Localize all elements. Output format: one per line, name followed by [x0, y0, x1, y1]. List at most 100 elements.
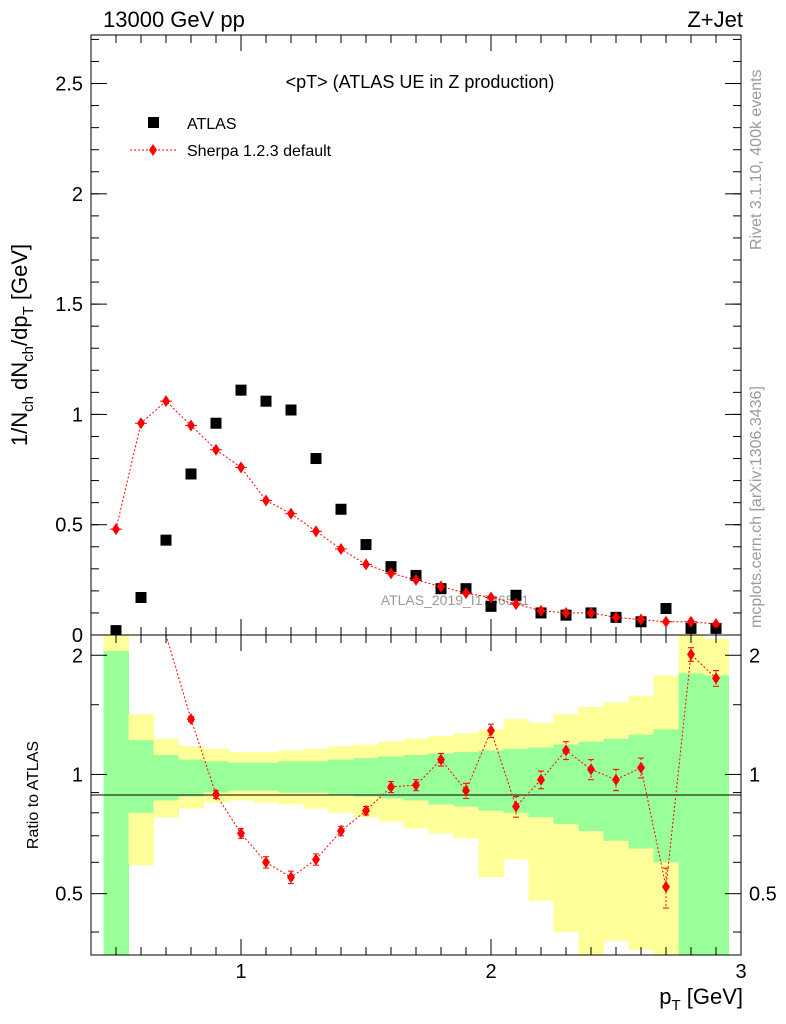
sherpa-point — [637, 613, 645, 626]
ratio-point — [187, 713, 195, 726]
sherpa-point — [712, 617, 720, 630]
sherpa-point — [237, 461, 245, 474]
band-inner — [553, 744, 579, 824]
band-inner — [203, 761, 229, 793]
atlas-point — [385, 561, 397, 573]
ratio-point — [387, 780, 395, 793]
main-panel: <pT> (ATLAS UE in Z production) ATLAS_20… — [7, 34, 742, 647]
ratio-point — [462, 784, 470, 797]
band-inner — [403, 754, 429, 801]
ratio-panel: 0.5 0.5 1 1 2 2 1 2 3 Ratio to ATLAS pT [GeV] — [25, 634, 777, 1014]
legend-marker-sherpa — [149, 144, 157, 156]
band-inner — [653, 729, 679, 863]
atlas-point — [260, 395, 272, 407]
ratio-point — [562, 744, 570, 757]
band-inner — [228, 762, 254, 791]
ratio-point — [287, 871, 295, 884]
band-inner — [128, 740, 154, 813]
atlas-point — [135, 592, 147, 603]
band-inner — [478, 750, 504, 811]
ratio-point — [337, 824, 345, 837]
main-ytick-label: 2.5 — [55, 74, 83, 96]
sherpa-point — [687, 615, 695, 628]
ratio-frame — [90, 634, 742, 956]
band-inner — [328, 759, 354, 795]
band-inner — [103, 651, 129, 955]
main-ytick-label: 1.5 — [55, 294, 83, 316]
sherpa-point — [537, 604, 545, 617]
sherpa-point — [587, 606, 595, 619]
process-label: Z+Jet — [687, 7, 743, 32]
sherpa-point — [212, 443, 220, 456]
sherpa-point — [612, 611, 620, 624]
sherpa-point — [437, 580, 445, 593]
sherpa-point — [187, 419, 195, 432]
atlas-point — [660, 603, 672, 615]
ratio-y-axis-label: Ratio to ATLAS — [25, 741, 42, 849]
ratio-point — [637, 761, 645, 774]
ratio-point — [512, 800, 520, 813]
ratio-point — [537, 773, 545, 786]
sherpa-point — [337, 542, 345, 555]
ratio-ytick-label: 2 — [72, 645, 83, 667]
ratio-ytick-label-right: 1 — [749, 764, 760, 786]
band-inner — [703, 675, 729, 955]
sherpa-point — [562, 606, 570, 619]
x-tick-label: 3 — [735, 961, 746, 983]
ratio-point — [362, 804, 370, 817]
main-y-axis-label: 1/Nch dNch/dpT [GeV] — [7, 244, 37, 446]
x-tick-label: 2 — [485, 961, 496, 983]
watermark: ATLAS_2019_I1736531 — [381, 592, 530, 608]
band-inner — [278, 761, 304, 793]
ratio-ytick-label: 0.5 — [55, 884, 83, 906]
ratio-ytick-label-right: 0.5 — [749, 884, 777, 906]
ratio-marks — [165, 634, 720, 909]
x-axis-label: pT [GeV] — [659, 984, 743, 1014]
sherpa-point — [462, 587, 470, 600]
sherpa-point — [262, 494, 270, 507]
band-inner — [253, 762, 279, 791]
rivet-label: Rivet 3.1.10, 400k events — [748, 69, 765, 250]
ratio-point — [412, 779, 420, 792]
atlas-point — [210, 417, 222, 429]
ratio-point — [487, 724, 495, 737]
atlas-point — [185, 468, 197, 480]
band-inner — [303, 761, 329, 793]
band-inner — [178, 759, 204, 797]
atlas-point — [510, 589, 522, 601]
ratio-point — [687, 648, 695, 661]
band-inner — [353, 758, 379, 797]
ratio-point — [662, 880, 670, 893]
legend-label-sherpa: Sherpa 1.2.3 default — [187, 143, 332, 160]
main-ytick-label: 0 — [72, 625, 83, 647]
band-inner — [628, 734, 654, 849]
legend-label-atlas: ATLAS — [187, 116, 237, 133]
sherpa-point — [287, 507, 295, 520]
x-tick-label: 1 — [235, 961, 246, 983]
sherpa-point — [137, 417, 145, 430]
atlas-point — [235, 384, 247, 396]
sherpa-point — [362, 558, 370, 571]
ratio-point — [237, 827, 245, 840]
main-plot-title: <pT> (ATLAS UE in Z production) — [286, 72, 555, 92]
sherpa-point — [162, 395, 170, 408]
ratio-point — [587, 763, 595, 776]
sherpa-point — [487, 591, 495, 604]
legend-marker-atlas — [148, 117, 159, 128]
band-inner — [453, 751, 479, 807]
ratio-point — [612, 773, 620, 786]
sherpa-point — [412, 573, 420, 586]
main-axes: 0 0.5 1 1.5 2 2.5 — [55, 35, 741, 647]
ratio-point — [212, 788, 220, 801]
band-inner — [153, 754, 179, 801]
atlas-point — [485, 600, 497, 612]
main-ytick-label: 1 — [72, 404, 83, 426]
atlas-point — [160, 534, 172, 546]
energy-label: 13000 GeV pp — [103, 7, 245, 32]
ratio-ytick-label-right: 2 — [749, 645, 760, 667]
atlas-point — [310, 453, 322, 465]
atlas-point — [360, 539, 372, 551]
atlas-point — [335, 503, 347, 515]
ratio-axes: 0.5 0.5 1 1 2 2 1 2 3 — [55, 635, 777, 983]
sherpa-point — [662, 615, 670, 628]
